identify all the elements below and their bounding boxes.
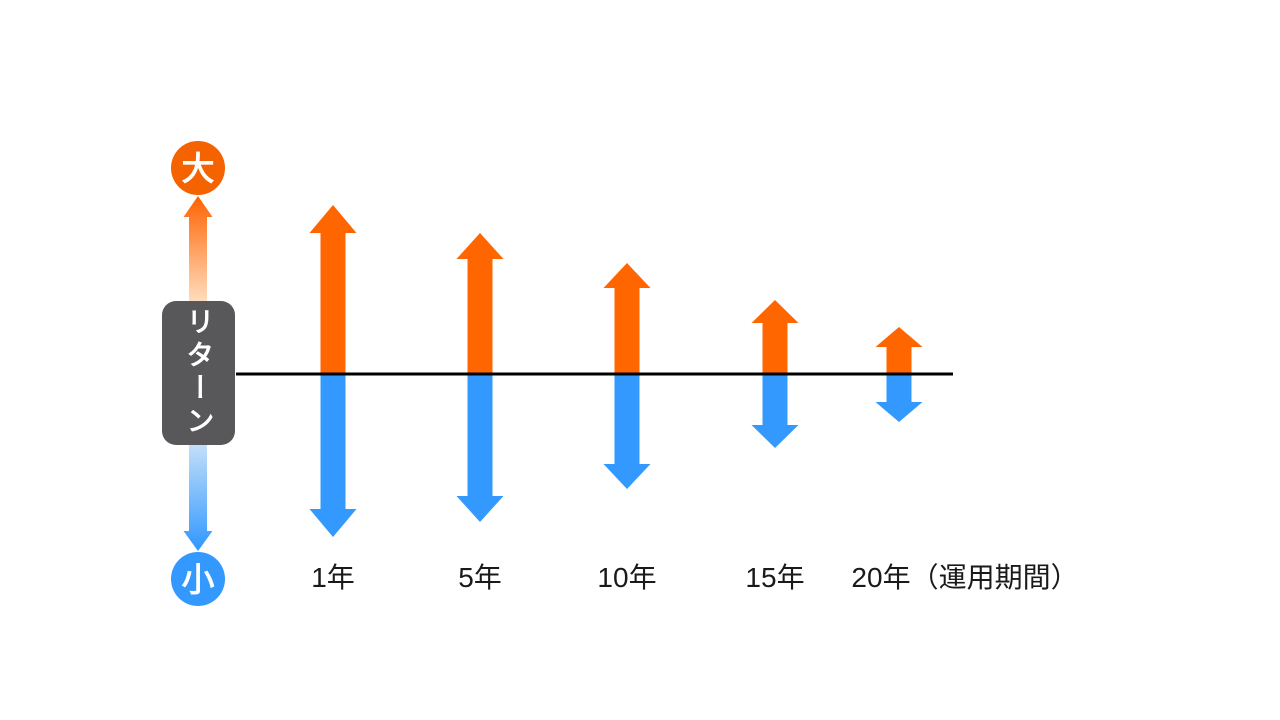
up-arrow-5年 — [456, 233, 504, 374]
y-axis-min-badge: 小 — [171, 552, 225, 606]
y-axis-max-label: 大 — [181, 149, 215, 187]
x-axis-label-20年: 20年（運用期間） — [851, 562, 1079, 593]
x-axis-label-10年: 10年 — [597, 562, 657, 593]
y-axis-down-gradient-arrow-icon — [183, 445, 213, 551]
x-axis-label-5年: 5年 — [458, 562, 502, 593]
x-axis-label-15年: 15年 — [745, 562, 805, 593]
up-arrow-10年 — [603, 263, 651, 374]
up-arrow-1年 — [309, 205, 357, 374]
down-arrow-5年 — [456, 374, 504, 522]
down-arrow-15年 — [751, 374, 799, 448]
x-axis-label-1年: 1年 — [311, 562, 355, 593]
down-arrow-1年 — [309, 374, 357, 537]
up-arrow-20年 — [875, 327, 923, 374]
up-arrow-15年 — [751, 300, 799, 374]
y-axis-up-gradient-arrow-icon — [183, 196, 213, 301]
y-axis-title-box: リターン — [162, 301, 235, 445]
y-axis-max-badge: 大 — [171, 141, 225, 195]
down-arrow-10年 — [603, 374, 651, 489]
down-arrow-20年 — [875, 374, 923, 422]
y-axis-min-label: 小 — [181, 560, 215, 598]
category-arrows-group — [236, 205, 953, 537]
y-axis-title: リターン — [183, 307, 215, 439]
